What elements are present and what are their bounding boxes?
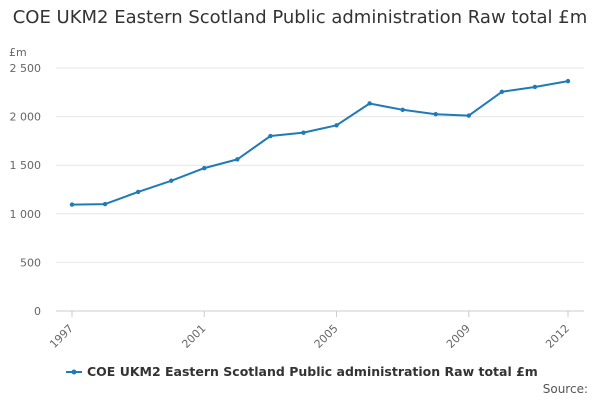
data-point-2005 (334, 123, 339, 128)
data-point-2002 (235, 157, 240, 162)
x-tick-label-2001: 2001 (179, 322, 208, 351)
source-label: Source: (542, 382, 588, 396)
data-point-1997 (69, 202, 75, 207)
data-point-2010 (499, 89, 505, 95)
chart-title: COE UKM2 Eastern Scotland Public adminis… (12, 7, 588, 28)
data-point-2001 (202, 165, 207, 171)
legend-label-0: COE UKM2 Eastern Scotland Public adminis… (87, 364, 538, 379)
x-tick-label-2012: 2012 (543, 322, 572, 351)
data-point-2007 (400, 107, 405, 112)
data-point-2012 (565, 78, 571, 84)
data-point-2006 (367, 101, 372, 106)
y-tick-label-500: 500 (20, 256, 41, 269)
y-tick-label-2000: 2 000 (10, 111, 42, 124)
legend-marker-0 (71, 369, 77, 375)
y-axis-ticks: 0 500 1 000 1 500 2 000 2 500 (10, 62, 42, 318)
x-tick-label-1997: 1997 (47, 322, 76, 351)
x-tick-label-2009: 2009 (444, 322, 473, 351)
data-point-2000 (169, 178, 174, 183)
y-tick-label-0: 0 (34, 305, 41, 318)
data-point-1998 (102, 201, 108, 207)
y-tick-label-2500: 2 500 (10, 62, 42, 75)
series-group (69, 78, 571, 207)
y-axis-unit-label: £m (9, 46, 27, 59)
series-line-0 (71, 80, 569, 206)
data-point-2004 (301, 130, 306, 135)
x-axis-ticks: 1997 2001 2005 2009 2012 (47, 311, 572, 351)
legend: COE UKM2 Eastern Scotland Public adminis… (66, 364, 538, 379)
data-point-2008 (433, 111, 438, 117)
data-point-2003 (268, 133, 273, 139)
y-tick-label-1000: 1 000 (10, 208, 42, 221)
y-tick-label-1500: 1 500 (10, 159, 42, 172)
grid-lines (56, 67, 584, 263)
data-point-2009 (466, 113, 471, 118)
data-point-2011 (532, 84, 538, 90)
data-point-1999 (135, 189, 141, 195)
x-tick-label-2005: 2005 (312, 322, 341, 351)
